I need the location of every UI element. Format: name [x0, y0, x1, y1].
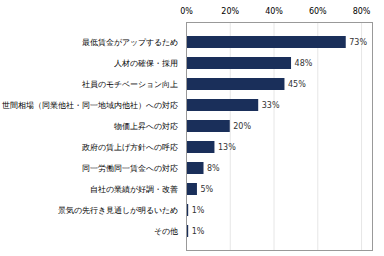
svg-text:自社の業績が好調・改善: 自社の業績が好調・改善: [90, 185, 178, 194]
svg-text:33%: 33%: [262, 101, 280, 110]
svg-text:60%: 60%: [309, 7, 327, 16]
svg-text:5%: 5%: [200, 185, 213, 194]
svg-text:1%: 1%: [192, 227, 205, 236]
svg-text:その他: その他: [154, 227, 178, 236]
svg-text:政府の賃上げ方針への呼応: 政府の賃上げ方針への呼応: [82, 143, 178, 152]
svg-text:13%: 13%: [218, 143, 236, 152]
svg-text:世間相場（同業他社・同一地域内他社）への対応: 世間相場（同業他社・同一地域内他社）への対応: [2, 101, 178, 110]
svg-text:20%: 20%: [221, 7, 239, 16]
svg-text:景気の先行き見通しが明るいため: 景気の先行き見通しが明るいため: [58, 206, 178, 215]
svg-text:45%: 45%: [288, 80, 306, 89]
svg-text:40%: 40%: [265, 7, 283, 16]
svg-text:80%: 80%: [353, 7, 371, 16]
svg-text:物価上昇への対応: 物価上昇への対応: [114, 122, 178, 131]
svg-text:48%: 48%: [295, 59, 313, 68]
svg-text:最低賃金がアップするため: 最低賃金がアップするため: [82, 38, 178, 47]
svg-text:20%: 20%: [233, 122, 251, 131]
svg-text:同一労働同一賃金への対応: 同一労働同一賃金への対応: [82, 164, 178, 173]
svg-text:73%: 73%: [349, 38, 367, 47]
svg-text:人材の確保・採用: 人材の確保・採用: [114, 59, 178, 68]
svg-text:8%: 8%: [207, 164, 220, 173]
svg-text:0%: 0%: [180, 7, 193, 16]
svg-text:社員のモチベーション向上: 社員のモチベーション向上: [82, 80, 178, 89]
svg-text:1%: 1%: [192, 206, 205, 215]
